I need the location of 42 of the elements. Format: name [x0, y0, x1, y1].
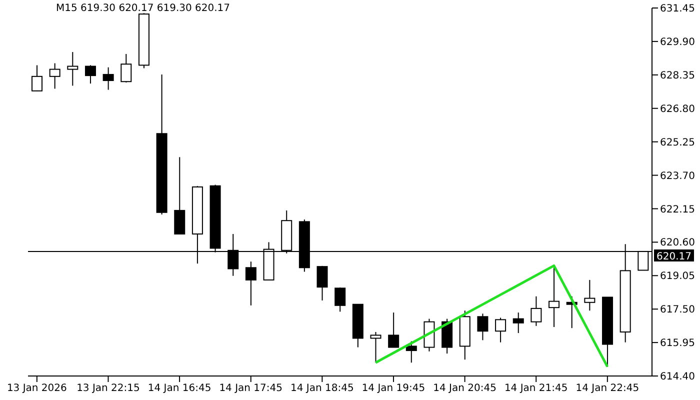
- candlestick: [84, 64, 96, 84]
- candlestick: [530, 296, 542, 326]
- y-tick-label: 622.15: [660, 204, 695, 216]
- candlestick: [120, 53, 132, 83]
- candlestick: [548, 265, 560, 328]
- candlestick: [388, 312, 400, 348]
- y-tick-label: 615.95: [660, 338, 695, 350]
- candlestick: [584, 279, 596, 312]
- y-tick-label: 626.80: [660, 104, 695, 115]
- x-tick-label: 14 Jan 17:45: [219, 383, 283, 394]
- x-tick-label: 14 Jan 22:45: [576, 383, 640, 394]
- y-tick-label: 631.45: [660, 4, 695, 15]
- candlestick: [512, 312, 524, 334]
- x-tick-label: 13 Jan 2026: [6, 383, 67, 394]
- y-tick-label: 629.90: [660, 37, 695, 48]
- y-tick-label: 614.40: [660, 372, 695, 383]
- candlestick: [67, 52, 78, 86]
- candlestick: [370, 331, 382, 364]
- y-tick-label: 623.70: [660, 170, 695, 182]
- candlestick: [316, 265, 328, 301]
- x-tick-label: 13 Jan 22:15: [76, 383, 140, 394]
- y-tick-label: 625.25: [660, 137, 695, 148]
- candlestick: [495, 317, 506, 343]
- x-tick-label: 14 Jan 18:45: [290, 383, 354, 394]
- candlestick: [174, 156, 186, 234]
- candlestick: [102, 66, 114, 90]
- x-tick-label: 14 Jan 21:45: [504, 383, 568, 394]
- y-tick-label: 628.35: [660, 70, 695, 82]
- y-tick-label: 617.50: [660, 304, 695, 316]
- candlestick: [32, 64, 42, 92]
- x-tick-label: 14 Jan 19:45: [362, 383, 426, 394]
- chart-title: M15 619.30 620.17 619.30 620.17: [56, 3, 230, 14]
- ref-line-label: 620.17: [656, 251, 692, 262]
- x-tick-label: 14 Jan 20:45: [433, 383, 496, 394]
- candlestick: [49, 62, 60, 90]
- candlestick: [334, 287, 346, 312]
- candlestick: [245, 261, 256, 306]
- y-tick-label: 620.60: [660, 238, 695, 249]
- y-tick-label: 619.05: [660, 271, 695, 282]
- candlestick: [477, 313, 488, 341]
- x-tick-label: 14 Jan 16:45: [148, 383, 212, 394]
- candlestick: [406, 340, 417, 364]
